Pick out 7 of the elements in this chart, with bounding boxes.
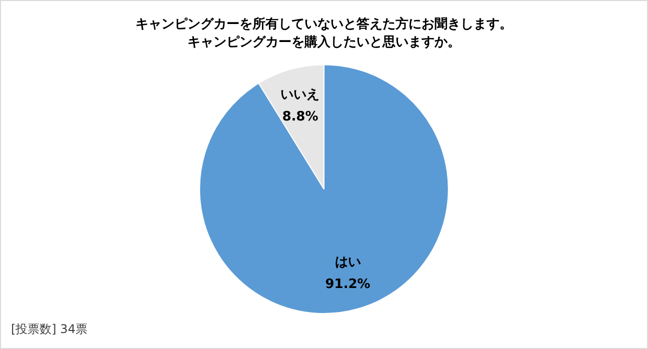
slice-label: いいえ — [280, 88, 320, 103]
data-label: 8.8% — [282, 110, 318, 125]
chart-subtitle: キャンピングカーを購入したいと思いますか。 — [188, 34, 460, 50]
chart-title: キャンピングカーを所有していないと答えた方にお聞きします。 — [136, 16, 512, 32]
text: [投票数] 34票 — [11, 321, 88, 338]
slice-label: はい — [334, 255, 361, 270]
data-label: 91.2% — [325, 277, 370, 292]
